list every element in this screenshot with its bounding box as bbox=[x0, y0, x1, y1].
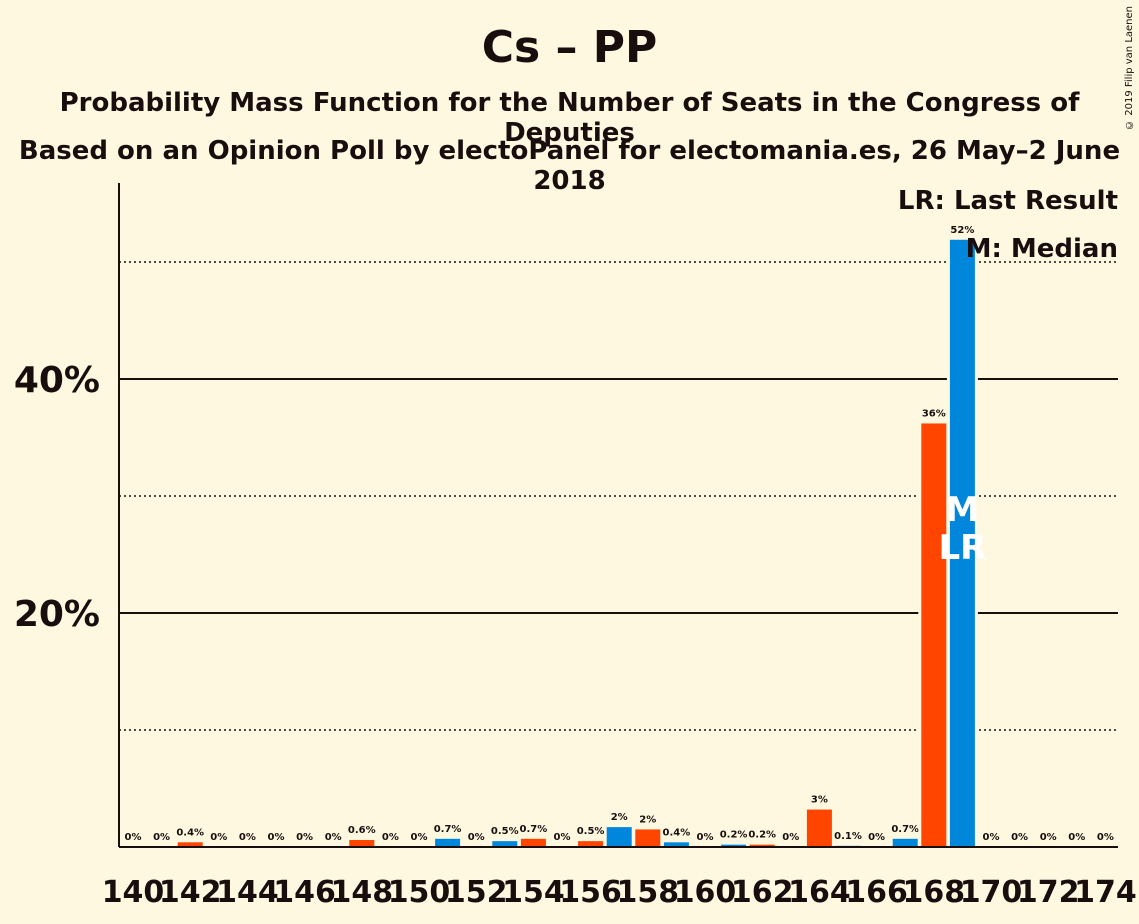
data-label: 0% bbox=[868, 832, 885, 843]
bar bbox=[949, 239, 975, 847]
bar bbox=[177, 842, 203, 847]
bar bbox=[578, 841, 604, 847]
legend-median: M: Median bbox=[966, 234, 1118, 264]
bars: 0% 0% 0.4% 0% 0% 0% 0% 0%0.6%0% 0%0.7%0%0.5% 0.7%… bbox=[125, 225, 1114, 847]
bar bbox=[520, 838, 546, 847]
data-label: 2% bbox=[639, 814, 656, 825]
data-label: 0.5% bbox=[491, 826, 519, 837]
x-tick-label: 148 bbox=[330, 875, 393, 910]
data-label: 0.2% bbox=[748, 830, 776, 841]
legend-last-result: LR: Last Result bbox=[898, 186, 1118, 216]
data-label: 0.4% bbox=[663, 827, 691, 838]
x-tick-label: 156 bbox=[559, 875, 622, 910]
data-label: 3% bbox=[811, 795, 828, 806]
data-label: 0% bbox=[325, 832, 342, 843]
data-label: 52% bbox=[950, 225, 974, 236]
x-axis-labels: 1401421441461481501521541561581601621641… bbox=[102, 875, 1137, 910]
x-tick-label: 170 bbox=[960, 875, 1023, 910]
bar bbox=[492, 841, 518, 847]
data-label: 0% bbox=[782, 832, 799, 843]
data-label: 0.5% bbox=[577, 826, 605, 837]
y-tick-label: 20% bbox=[14, 594, 100, 635]
y-axis-labels: 20% 40% bbox=[14, 360, 100, 635]
data-label: 0% bbox=[697, 832, 714, 843]
data-label: 0% bbox=[268, 832, 285, 843]
x-tick-label: 146 bbox=[273, 875, 336, 910]
chart-subtitle-2: Based on an Opinion Poll by electoPanel … bbox=[18, 136, 1121, 196]
data-label: 0% bbox=[210, 832, 227, 843]
x-tick-label: 166 bbox=[845, 875, 908, 910]
bar bbox=[892, 838, 918, 847]
bar bbox=[435, 838, 461, 847]
x-tick-label: 160 bbox=[674, 875, 737, 910]
data-label: 0.4% bbox=[176, 827, 204, 838]
x-tick-label: 140 bbox=[102, 875, 165, 910]
data-label: 0% bbox=[125, 832, 142, 843]
data-label: 0% bbox=[239, 832, 256, 843]
x-tick-label: 158 bbox=[616, 875, 679, 910]
data-label: 0.1% bbox=[834, 831, 862, 842]
x-tick-label: 162 bbox=[731, 875, 794, 910]
data-label: 0.7% bbox=[434, 824, 462, 835]
data-label: 0% bbox=[153, 832, 170, 843]
data-label: 0% bbox=[296, 832, 313, 843]
data-label: 0% bbox=[1040, 832, 1057, 843]
x-tick-label: 154 bbox=[502, 875, 565, 910]
x-tick-label: 144 bbox=[216, 875, 279, 910]
data-label: 0% bbox=[554, 832, 571, 843]
bar bbox=[721, 844, 747, 847]
data-label: 0% bbox=[411, 832, 428, 843]
data-label: 0% bbox=[1097, 832, 1114, 843]
chart-subtitle-1: Probability Mass Function for the Number… bbox=[59, 88, 1080, 148]
data-label: 0% bbox=[1011, 832, 1028, 843]
last-result-marker: LR bbox=[938, 528, 986, 568]
data-label: 2% bbox=[611, 812, 628, 823]
bar bbox=[749, 844, 775, 847]
x-tick-label: 168 bbox=[902, 875, 965, 910]
y-tick-label: 40% bbox=[14, 360, 100, 401]
x-tick-label: 152 bbox=[445, 875, 508, 910]
bar bbox=[606, 827, 632, 847]
data-label: 36% bbox=[922, 408, 946, 419]
data-label: 0.2% bbox=[720, 830, 748, 841]
median-marker: M bbox=[945, 490, 979, 530]
bar bbox=[635, 829, 661, 847]
data-label: 0.7% bbox=[891, 824, 919, 835]
x-tick-label: 174 bbox=[1074, 875, 1137, 910]
bar bbox=[806, 809, 832, 847]
bar bbox=[921, 423, 947, 847]
median-lr-markers: MLR bbox=[938, 490, 986, 568]
data-label: 0.7% bbox=[520, 824, 548, 835]
data-label: 0.6% bbox=[348, 825, 376, 836]
data-label: 0% bbox=[1068, 832, 1085, 843]
data-label: 0% bbox=[983, 832, 1000, 843]
x-tick-label: 172 bbox=[1017, 875, 1080, 910]
x-tick-label: 164 bbox=[788, 875, 851, 910]
data-label: 0% bbox=[382, 832, 399, 843]
bar bbox=[663, 842, 689, 847]
chart-title: Cs – PP bbox=[481, 22, 658, 73]
x-tick-label: 150 bbox=[388, 875, 451, 910]
bar bbox=[349, 839, 375, 847]
x-tick-label: 142 bbox=[159, 875, 222, 910]
data-label: 0% bbox=[468, 832, 485, 843]
